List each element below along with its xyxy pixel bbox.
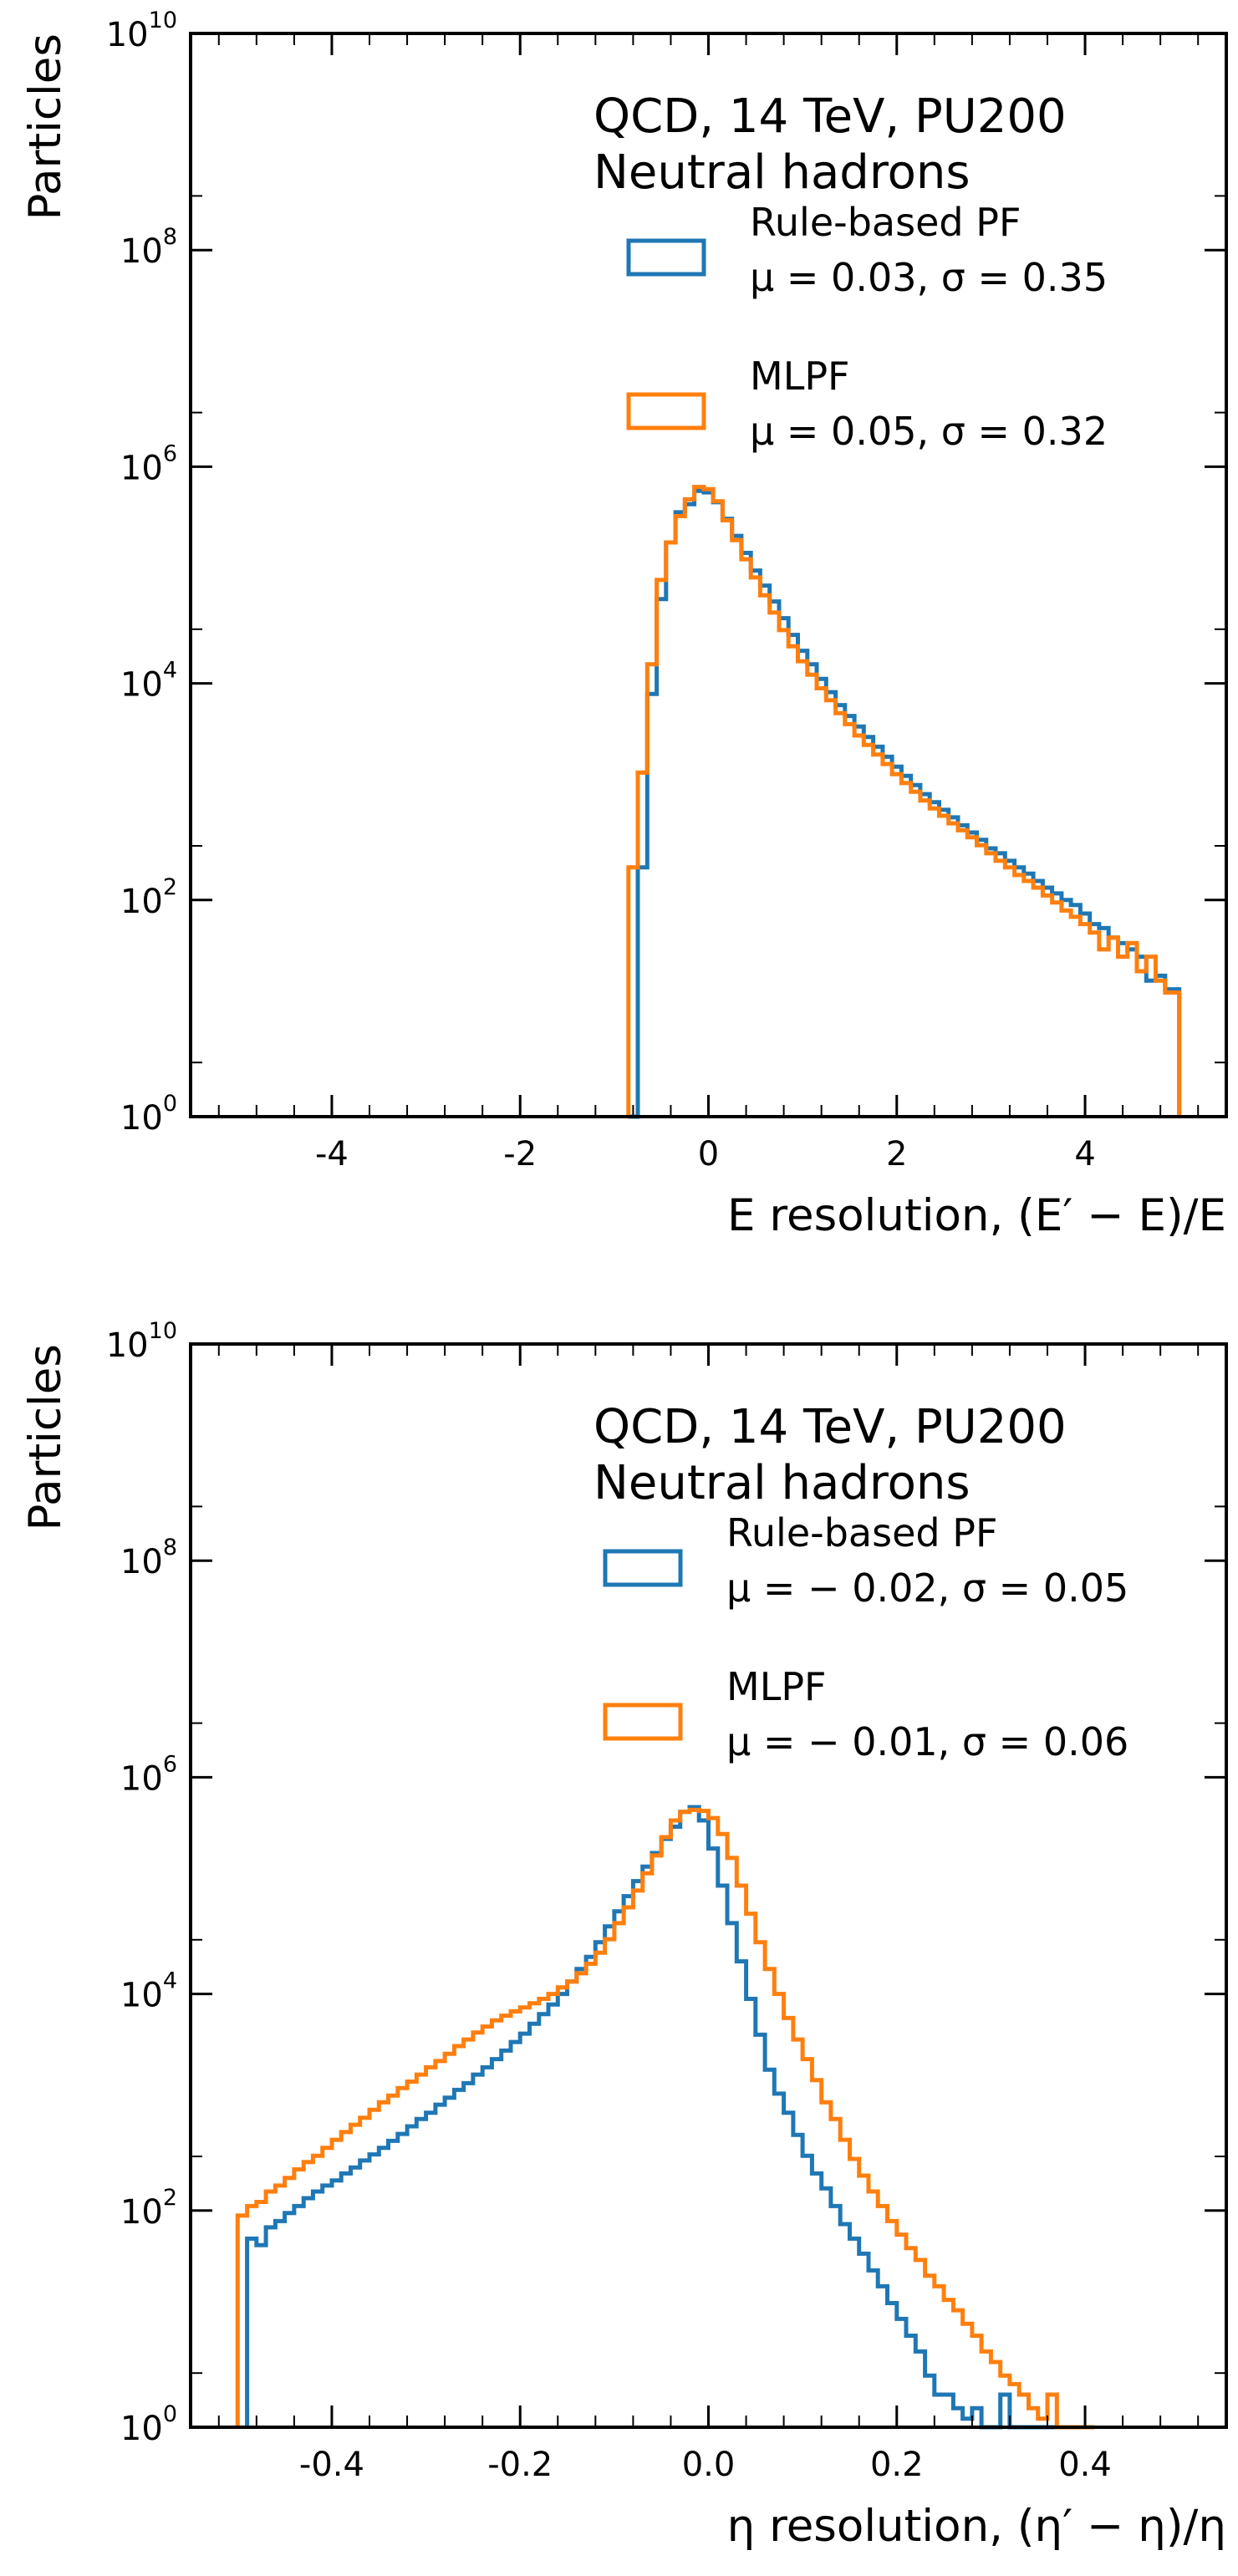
- x-tick-label: 0: [698, 1135, 719, 1173]
- legend-label: Rule-based PF: [726, 1510, 997, 1555]
- series-mlpf-histogram: [235, 1807, 1095, 2430]
- panel-eta-resolution: 100 102 104 106 108 1010 -0.4 -0.2 0.0 0.2 0.4 η re…: [20, 1318, 1228, 2552]
- legend-label: MLPF: [726, 1664, 827, 1709]
- x-tick-label: 0.4: [1058, 2446, 1112, 2484]
- series-mlpf-histogram: [626, 485, 1182, 1117]
- annotation-process: QCD, 14 TeV, PU200: [594, 1400, 1067, 1454]
- y-tick-label: 1010: [106, 1318, 177, 1365]
- y-tick-label: 108: [120, 224, 177, 271]
- y-tick-label: 104: [120, 1968, 177, 2015]
- x-tick-label: -4: [315, 1135, 349, 1173]
- legend-stats: μ = 0.05, σ = 0.32: [750, 409, 1108, 454]
- series-rule-based-pf-histogram: [245, 1805, 1057, 2430]
- annotation-process: QCD, 14 TeV, PU200: [594, 89, 1067, 144]
- y-tick-label: 100: [120, 2401, 177, 2448]
- x-tick-label: 2: [886, 1135, 907, 1173]
- legend-stats: μ = 0.03, σ = 0.35: [750, 255, 1108, 300]
- y-tick-label: 102: [120, 874, 177, 921]
- x-tick-label: -2: [503, 1135, 537, 1173]
- x-tick-label: 0.2: [870, 2446, 924, 2484]
- x-tick-label: -0.2: [487, 2446, 553, 2484]
- annotation-particle-type: Neutral hadrons: [594, 1456, 971, 1510]
- y-tick-label: 108: [120, 1535, 177, 1581]
- y-tick-label: 106: [120, 440, 177, 487]
- y-tick-label: 106: [120, 1751, 177, 1798]
- y-tick-label: 104: [120, 658, 177, 705]
- annotation-particle-type: Neutral hadrons: [594, 145, 971, 200]
- legend-stats: μ = − 0.01, σ = 0.06: [726, 1719, 1128, 1764]
- legend-swatch-mlpf: [603, 1703, 683, 1741]
- panel-energy-resolution: 100 102 104 106 108 1010 -4 -2 0 2 4 E resolution, …: [20, 8, 1228, 1241]
- legend-stats: μ = − 0.02, σ = 0.05: [726, 1565, 1128, 1611]
- series-rule-based-pf-histogram: [628, 488, 1182, 1119]
- legend-label: Rule-based PF: [750, 200, 1021, 245]
- x-tick-label: 0.0: [682, 2446, 736, 2484]
- y-axis-label: Particles: [20, 33, 71, 220]
- x-axis-label: E resolution, (E′ − E)/E: [727, 1190, 1226, 1241]
- x-tick-label: 4: [1074, 1135, 1095, 1173]
- y-tick-label: 102: [120, 2185, 177, 2232]
- legend-swatch-mlpf: [626, 392, 706, 430]
- legend-label: MLPF: [750, 354, 850, 399]
- x-axis-label: η resolution, (η′ − η)/η: [727, 2501, 1226, 2552]
- legend-swatch-rule-based-pf: [626, 238, 706, 277]
- y-axis-label: Particles: [20, 1344, 71, 1530]
- y-tick-label: 100: [120, 1091, 177, 1138]
- y-tick-label: 1010: [106, 8, 177, 54]
- x-tick-label: -0.4: [299, 2446, 364, 2484]
- legend-swatch-rule-based-pf: [603, 1549, 683, 1587]
